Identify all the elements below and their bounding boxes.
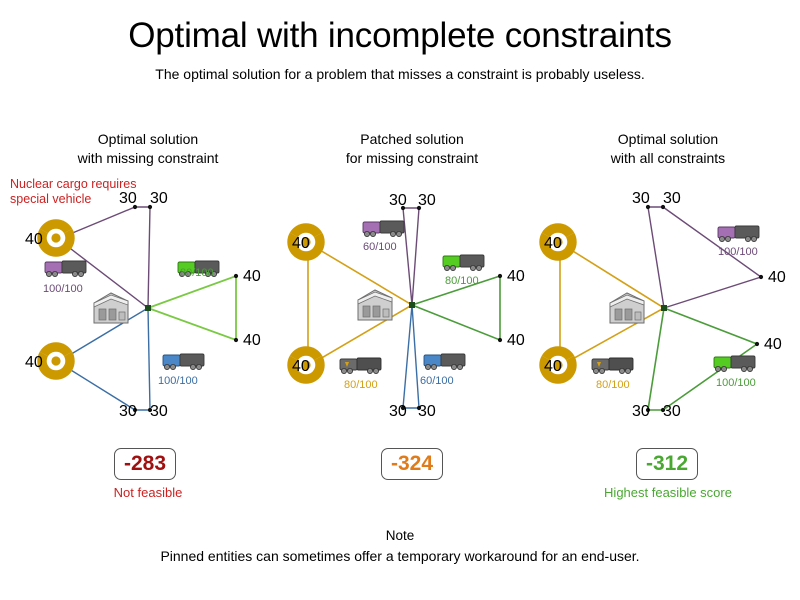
p3-node-label-top-right: 30 [663,190,681,207]
panel-3-score-box: -312 [636,448,699,480]
panel-2-score-box: -324 [381,448,444,480]
panel-1-score-caption: Not feasible [113,485,183,500]
p2-blue-truck-capacity: 60/100 [420,375,454,387]
p3-purple-truck-capacity: 100/100 [718,246,758,258]
p1-node-label-top-left: 30 [119,190,137,207]
panel-2-blue-truck-icon [423,353,466,370]
panel-1-heading-line2: with missing constraint [77,150,219,166]
p2-node-label-right-lower: 40 [507,332,525,349]
p3-green-truck-capacity: 100/100 [716,377,756,389]
p2-green-truck-capacity: 80/100 [445,275,479,287]
p1-node-label-bottom-right: 30 [150,403,168,420]
p3-node-label-bottom-right: 30 [663,403,681,420]
nuclear-warning-line1: Nuclear cargo requires [10,177,137,191]
p1-blue-truck-capacity: 100/100 [158,375,198,387]
p1-green-truck-capacity: 80/100 [180,267,214,279]
p1-node-label-top-right: 30 [150,190,168,207]
p1-node-label-right-lower: 40 [243,332,261,349]
panel-1-routes [31,204,239,413]
panel-3-gold-truck-icon [591,357,634,374]
p1-purple-truck-capacity: 100/100 [43,283,83,295]
p3-node-label-right-lower: 40 [764,336,782,353]
p3-node-label-nuclear-top: 40 [544,235,562,252]
panel-1-purple-truck-icon [44,260,87,277]
p1-node-label-nuclear-top: 40 [25,231,43,248]
p2-purple-truck-capacity: 60/100 [363,241,397,253]
panel-1-heading: Optimal solution with missing constraint [18,130,278,168]
p1-node-label-right-upper: 40 [243,268,261,285]
panel-2-gold-truck-icon [339,357,382,374]
note-title: Note [385,528,415,543]
panel-3-score-caption: Highest feasible score [604,485,732,500]
p2-gold-truck-capacity: 80/100 [344,379,378,391]
panel-2-routes [281,205,503,411]
p2-node-label-bottom-right: 30 [418,403,436,420]
panel-1-blue-truck-icon [162,353,205,370]
page-title: Optimal with incomplete constraints [128,16,672,55]
panel-2-heading-line1: Patched solution [360,131,464,147]
p3-node-label-bottom-left: 30 [632,403,650,420]
p2-node-label-right-upper: 40 [507,268,525,285]
p2-node-label-nuclear-bot: 40 [292,358,310,375]
note-body: Pinned entities can sometimes offer a te… [160,548,640,564]
nuclear-warning: Nuclear cargo requires special vehicle [10,177,136,207]
panel-2-heading: Patched solution for missing constraint [282,130,542,168]
panel-3-heading: Optimal solution with all constraints [538,130,798,168]
page-subtitle: The optimal solution for a problem that … [155,66,645,82]
p2-node-label-nuclear-top: 40 [292,235,310,252]
panel-2-heading-line2: for missing constraint [345,150,479,166]
p2-node-label-top-right: 30 [418,192,436,209]
p3-node-label-top-left: 30 [632,190,650,207]
p3-node-label-nuclear-bot: 40 [544,358,562,375]
panel-2-purple-truck-icon [362,220,405,237]
panel-3-heading-line2: with all constraints [610,150,726,166]
panel-2-green-truck-icon [442,254,485,271]
p1-node-label-nuclear-bot: 40 [25,354,43,371]
panel-3-heading-line1: Optimal solution [617,131,719,147]
panel-3-green-truck-icon [713,355,756,372]
p3-node-label-right-upper: 40 [768,269,786,286]
panel-3-purple-truck-icon [717,225,760,242]
p2-node-label-bottom-left: 30 [389,403,407,420]
nuclear-warning-line2: special vehicle [10,192,92,206]
p2-node-label-top-left: 30 [389,192,407,209]
p3-gold-truck-capacity: 80/100 [596,379,630,391]
panel-1-heading-line1: Optimal solution [97,131,199,147]
p1-node-label-bottom-left: 30 [119,403,137,420]
panel-1-score-box: -283 [114,448,177,480]
